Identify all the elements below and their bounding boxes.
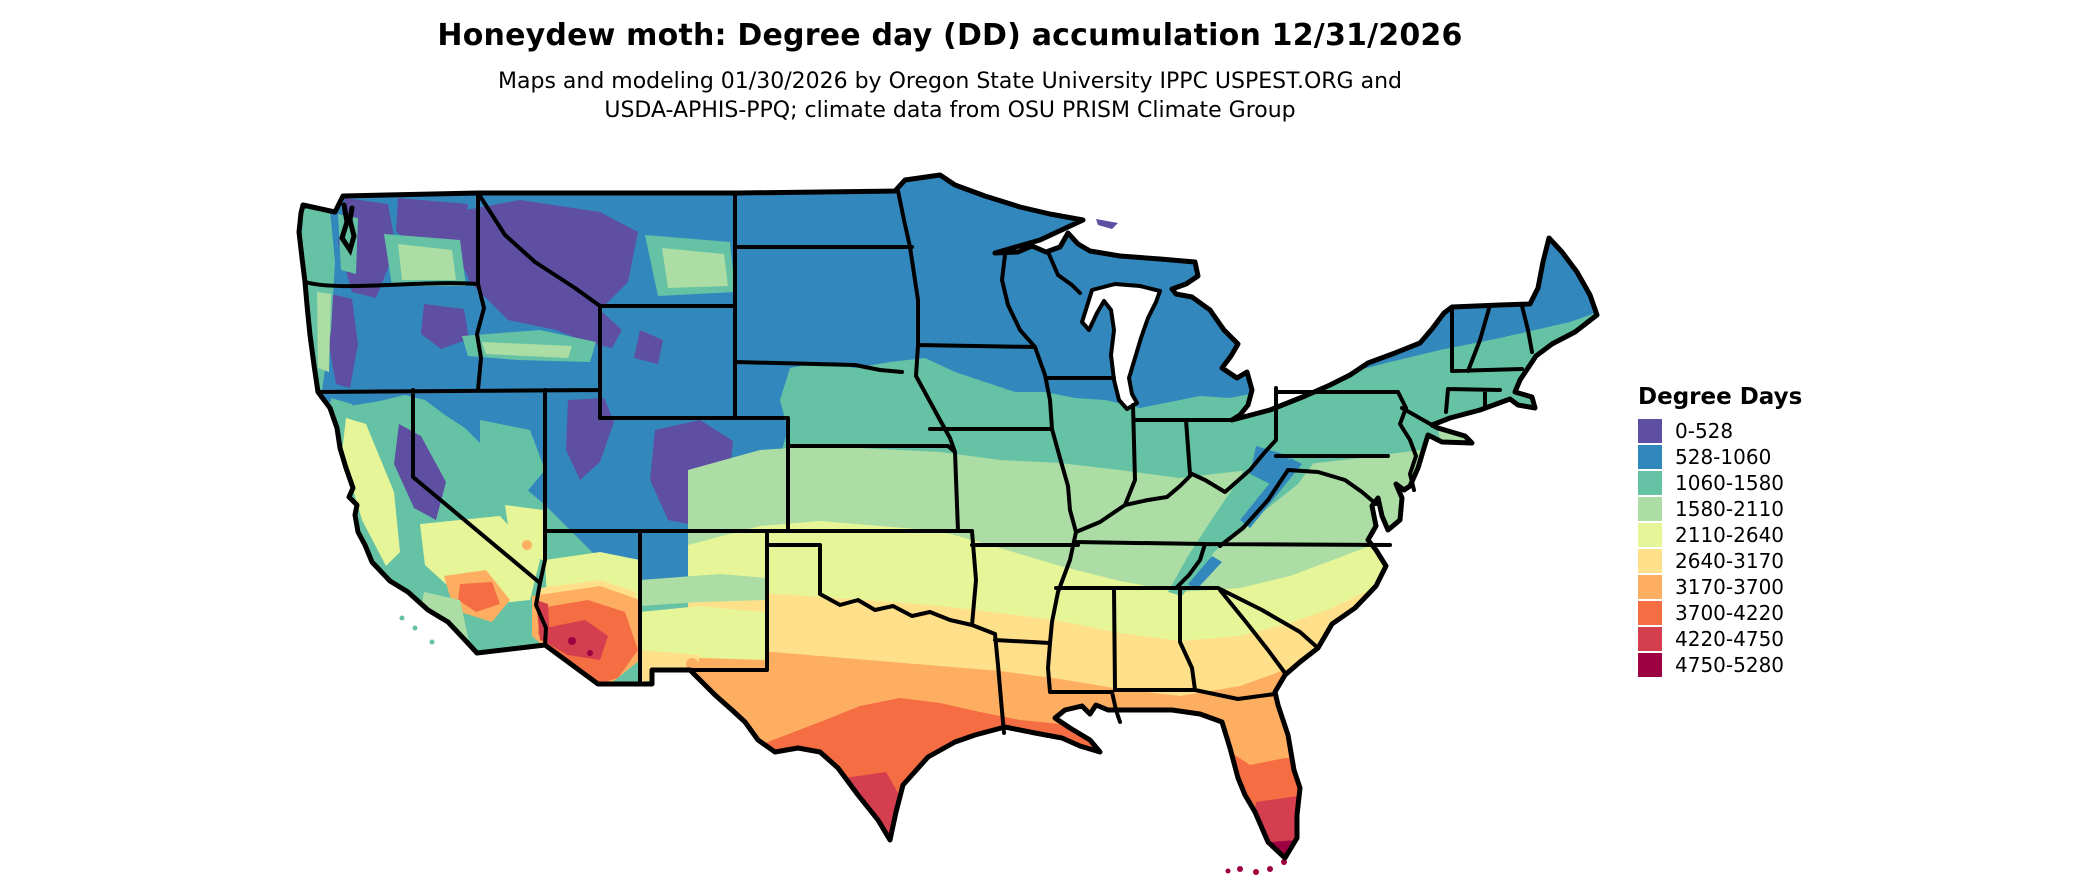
legend-row: 0-528 [1638,418,1802,444]
figure-header: Honeydew moth: Degree day (DD) accumulat… [0,0,1900,125]
legend-item-label: 1580-2110 [1675,497,1785,521]
legend-item-label: 3700-4220 [1675,601,1785,625]
state-borders [303,189,1534,735]
legend-item-label: 3170-3700 [1675,575,1785,599]
legend-item-label: 2110-2640 [1675,523,1785,547]
legend-swatch [1638,445,1662,469]
legend-rows: 0-528 528-1060 1060-1580 1580-2110 [1638,418,1802,678]
legend-row: 4750-5280 [1638,652,1802,678]
legend-swatch [1638,601,1662,625]
channel-islands [399,615,435,645]
legend-row: 1060-1580 [1638,470,1802,496]
raster-southwest-hot [342,418,767,684]
legend-swatch [1638,653,1662,677]
florida-keys [1225,859,1287,875]
legend-swatch [1638,575,1662,599]
legend-item-label: 1060-1580 [1675,471,1785,495]
legend-row: 3170-3700 [1638,574,1802,600]
legend-swatch [1638,523,1662,547]
legend-swatch [1638,471,1662,495]
legend-item-label: 528-1060 [1675,445,1772,469]
legend-item-label: 0-528 [1675,419,1734,443]
lake-michigan [1080,282,1162,411]
legend-row: 1580-2110 [1638,496,1802,522]
subtitle-line-2: USDA-APHIS-PPQ; climate data from OSU PR… [604,98,1296,123]
map-subtitle: Maps and modeling 01/30/2026 by Oregon S… [0,67,1900,125]
legend-item-label: 2640-3170 [1675,549,1785,573]
legend-row: 528-1060 [1638,444,1802,470]
legend-swatch [1638,549,1662,573]
degree-day-raster-layer [299,175,1597,858]
legend-row: 3700-4220 [1638,600,1802,626]
raster-hot-south [845,772,1298,858]
isle-royale [1096,219,1118,229]
subtitle-line-1: Maps and modeling 01/30/2026 by Oregon S… [498,69,1402,94]
page-title: Honeydew moth: Degree day (DD) accumulat… [437,18,1463,53]
legend-swatch [1638,497,1662,521]
us-outline [296,172,1600,861]
legend-row: 2640-3170 [1638,548,1802,574]
legend: Degree Days 0-528 528-1060 1060-1580 [1638,384,1802,678]
legend-title: Degree Days [1638,384,1803,410]
legend-item-label: 4750-5280 [1675,653,1785,677]
legend-swatch [1638,419,1662,443]
legend-swatch [1638,627,1662,651]
puget-sound [339,202,357,256]
legend-item-label: 4220-4750 [1675,627,1785,651]
legend-row: 4220-4750 [1638,626,1802,652]
legend-row: 2110-2640 [1638,522,1802,548]
